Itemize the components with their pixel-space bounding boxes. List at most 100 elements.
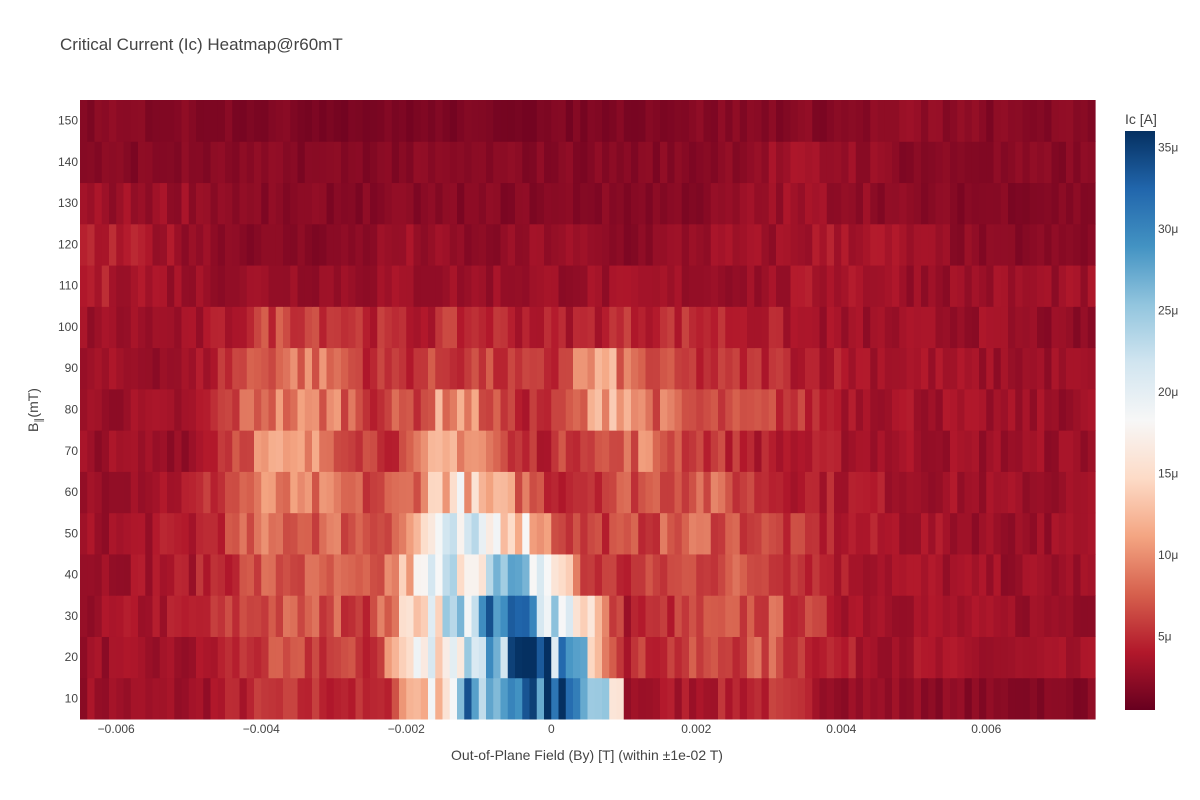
heatmap-cell <box>899 141 908 184</box>
heatmap-cell <box>957 636 966 679</box>
heatmap-cell <box>152 347 161 390</box>
heatmap-cell <box>928 223 937 266</box>
heatmap-cell <box>420 595 429 637</box>
y-tick-label: 40 <box>65 568 79 582</box>
heatmap-cell <box>660 347 668 390</box>
heatmap-cell <box>957 100 966 142</box>
heatmap-cell <box>913 512 922 555</box>
heatmap-cell <box>928 182 937 225</box>
heatmap-cell <box>297 182 306 225</box>
heatmap-cell <box>877 636 886 679</box>
heatmap-cell <box>1029 223 1038 266</box>
heatmap-cell <box>210 636 219 679</box>
heatmap-cell <box>435 100 444 142</box>
heatmap-cell <box>957 677 966 720</box>
heatmap-cell <box>710 595 719 637</box>
heatmap-cell <box>913 471 922 514</box>
heatmap-cell <box>652 388 661 431</box>
heatmap-cell <box>623 182 632 225</box>
heatmap-cell <box>877 512 886 555</box>
heatmap-cell <box>950 388 958 431</box>
heatmap-cell <box>580 182 589 225</box>
heatmap-cell <box>1066 677 1074 720</box>
heatmap-cell <box>1080 388 1089 431</box>
heatmap-cell <box>812 512 821 555</box>
heatmap-cell <box>884 306 893 349</box>
heatmap-cell <box>384 265 393 307</box>
heatmap-cell <box>123 223 132 266</box>
heatmap-cell <box>855 471 864 514</box>
heatmap-cell <box>138 347 146 390</box>
heatmap-cell <box>522 636 531 679</box>
heatmap-cell <box>225 265 233 307</box>
heatmap-cell <box>478 265 487 307</box>
heatmap-cell <box>420 677 429 720</box>
heatmap-cell <box>979 265 987 307</box>
heatmap-cell <box>638 430 647 472</box>
heatmap-cell <box>217 388 226 431</box>
heatmap-cell <box>558 265 567 307</box>
heatmap-cell <box>275 265 284 307</box>
heatmap-cell <box>319 182 328 225</box>
heatmap-cell <box>333 636 342 679</box>
heatmap-cell <box>377 100 386 142</box>
heatmap-cell <box>507 388 516 431</box>
heatmap-cell <box>268 430 277 472</box>
heatmap-cell <box>87 100 96 142</box>
heatmap-cell <box>1044 223 1053 266</box>
heatmap-cell <box>710 141 719 184</box>
heatmap-cell <box>304 471 313 514</box>
heatmap-cell <box>348 100 357 142</box>
heatmap-cell <box>1029 677 1038 720</box>
heatmap-cell <box>333 347 342 390</box>
heatmap-cell <box>993 595 1002 637</box>
heatmap-cell <box>587 306 596 349</box>
heatmap-cell <box>319 223 328 266</box>
heatmap-cell <box>718 677 726 720</box>
heatmap-cell <box>1073 388 1082 431</box>
heatmap-cell <box>435 347 444 390</box>
heatmap-cell <box>928 306 937 349</box>
heatmap-cell <box>1087 141 1096 184</box>
heatmap-cell <box>138 553 146 596</box>
heatmap-cell <box>841 512 850 555</box>
heatmap-cell <box>413 553 422 596</box>
heatmap-cell <box>80 636 88 679</box>
heatmap-cell <box>493 677 502 720</box>
heatmap-cell <box>442 306 451 349</box>
heatmap-cell <box>863 388 871 431</box>
heatmap-plot-area <box>80 100 1096 720</box>
heatmap-cell <box>138 512 146 555</box>
heatmap-cell <box>725 553 734 596</box>
heatmap-cell <box>855 141 864 184</box>
heatmap-cell <box>145 223 154 266</box>
heatmap-cell <box>747 471 755 514</box>
heatmap-cell <box>406 265 415 307</box>
heatmap-cell <box>319 100 328 142</box>
heatmap-cell <box>246 512 255 555</box>
heatmap-cell <box>529 636 538 679</box>
heatmap-cell <box>326 677 335 720</box>
heatmap-cell <box>681 347 690 390</box>
heatmap-cell <box>529 100 538 142</box>
heatmap-cell <box>1008 306 1016 349</box>
heatmap-cell <box>181 182 190 225</box>
heatmap-cell <box>232 677 241 720</box>
heatmap-cell <box>674 430 683 472</box>
heatmap-cell <box>145 471 154 514</box>
heatmap-cell <box>884 512 893 555</box>
heatmap-cell <box>986 595 995 637</box>
heatmap-cell <box>805 265 813 307</box>
heatmap-cell <box>507 265 516 307</box>
heatmap-cell <box>573 430 581 472</box>
heatmap-cell <box>1066 306 1074 349</box>
heatmap-cell <box>638 223 647 266</box>
heatmap-cell <box>341 471 349 514</box>
heatmap-cell <box>254 553 262 596</box>
heatmap-cell <box>754 595 763 637</box>
heatmap-cell <box>565 100 574 142</box>
heatmap-cell <box>580 430 589 472</box>
heatmap-cell <box>1029 636 1038 679</box>
heatmap-cell <box>928 100 937 142</box>
heatmap-cell <box>761 388 770 431</box>
